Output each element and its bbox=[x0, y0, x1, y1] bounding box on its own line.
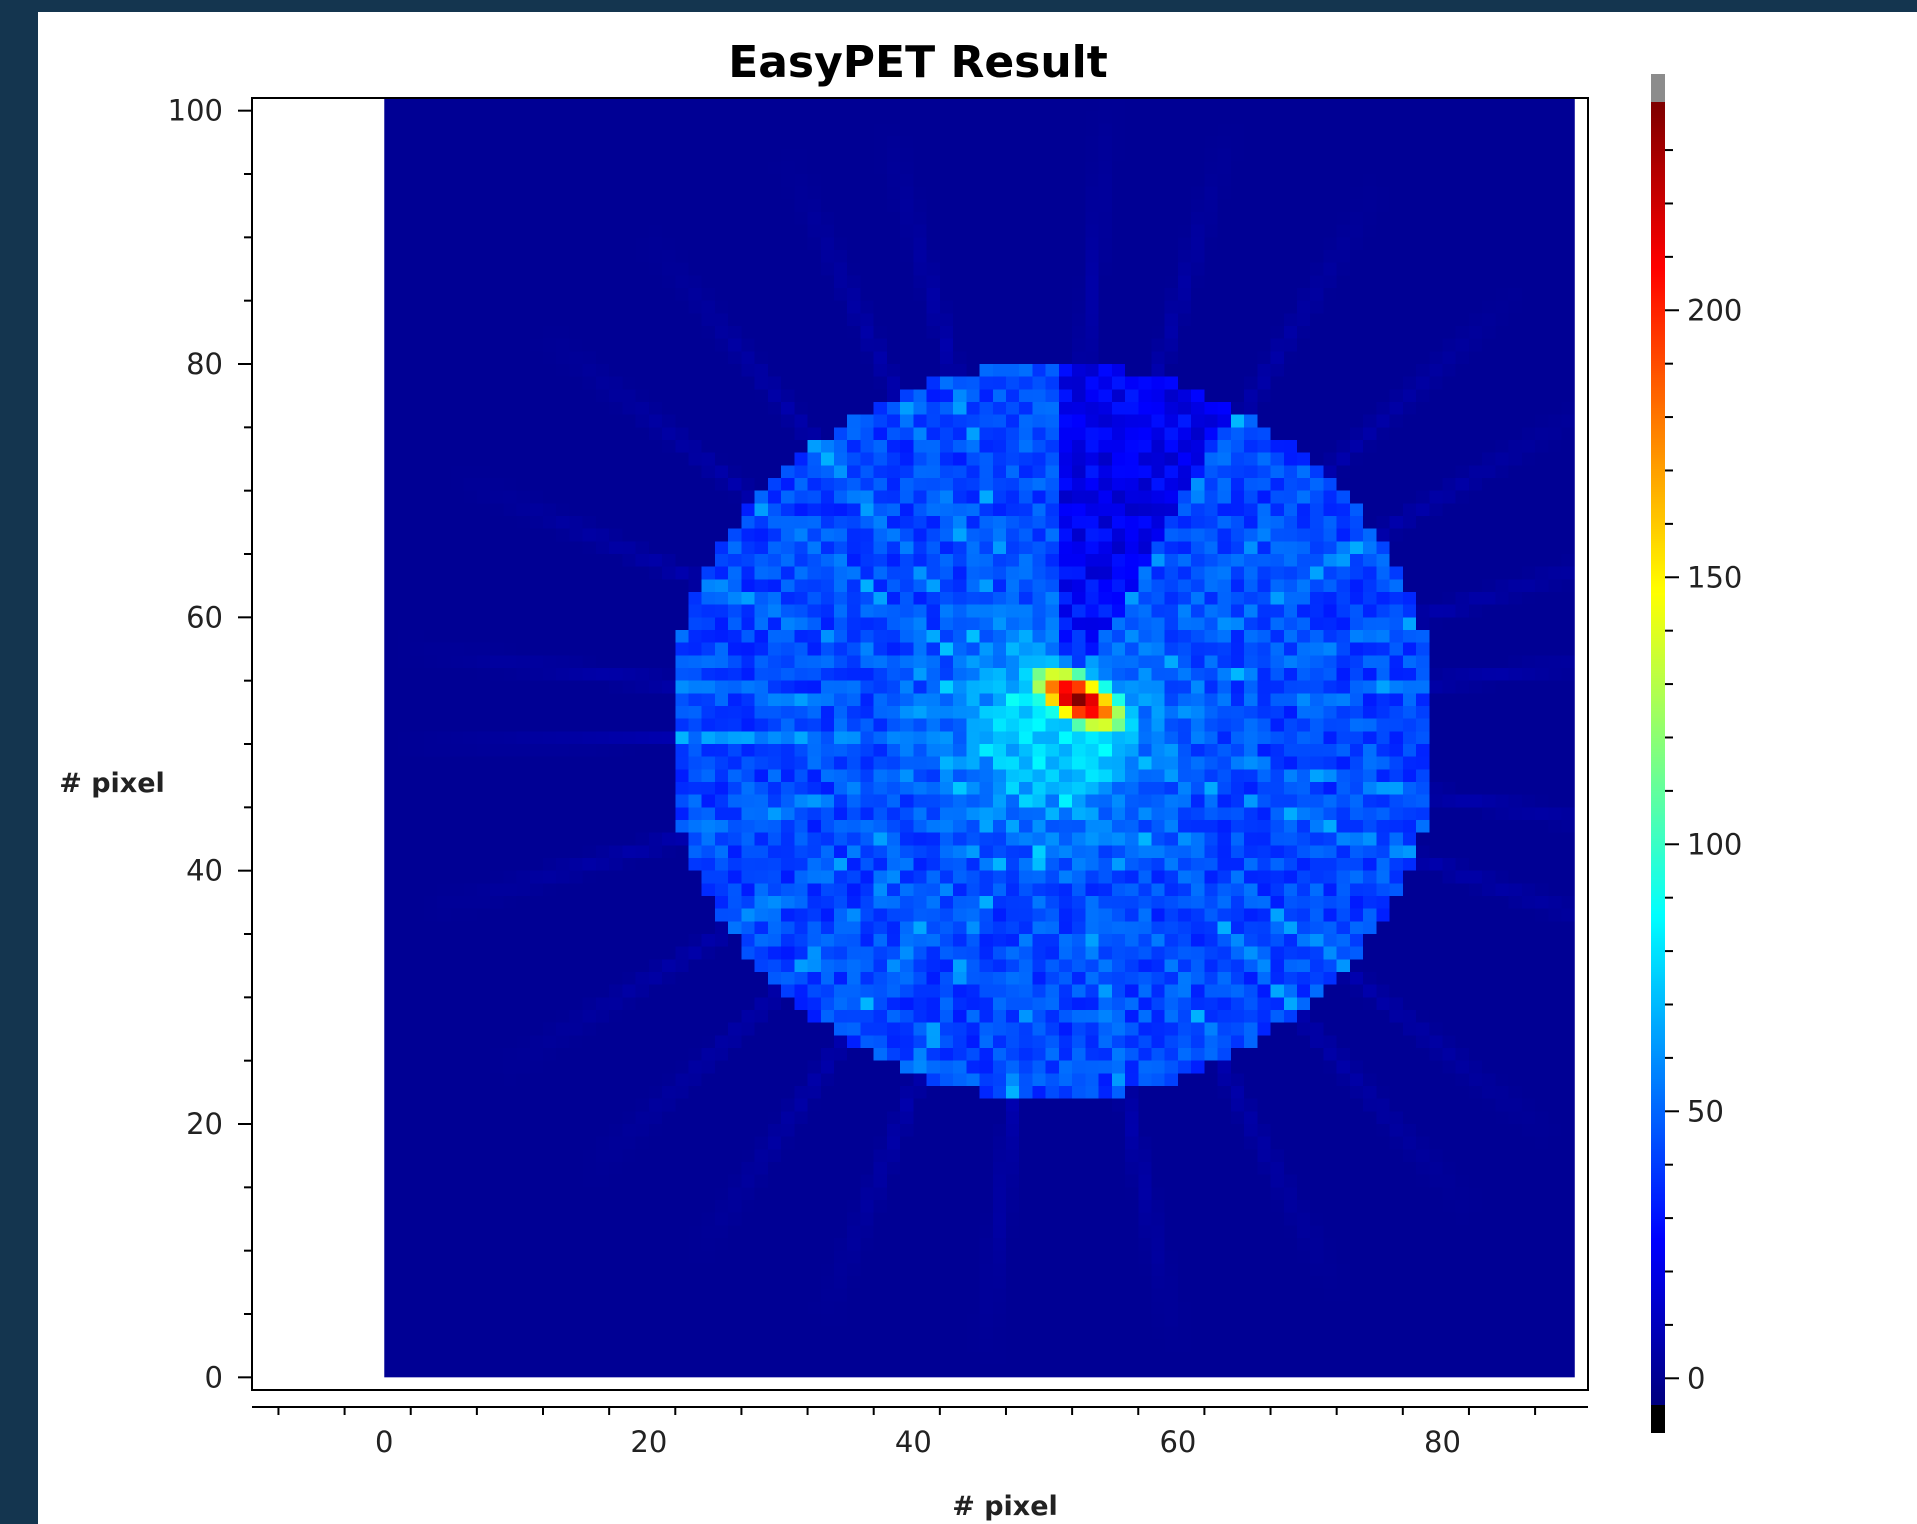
x-tick-label: 80 bbox=[1424, 1425, 1461, 1459]
x-tick-label: 60 bbox=[1159, 1425, 1196, 1459]
colorbar-tick-label: 150 bbox=[1687, 560, 1742, 594]
chart-panel: EasyPET Result 0 20 40 60 80 0 20 40 60 80 100 # … bbox=[38, 12, 1917, 1524]
x-tick-label: 40 bbox=[895, 1425, 932, 1459]
x-tick-label: 0 bbox=[375, 1425, 393, 1459]
colorbar: 0 50 100 150 200 bbox=[1651, 74, 1742, 1433]
colorbar-tick-label: 0 bbox=[1687, 1361, 1705, 1395]
colorbar-over-swatch bbox=[1651, 74, 1665, 102]
y-axis: 0 20 40 60 80 100 bbox=[168, 94, 252, 1394]
colorbar-tick-label: 100 bbox=[1687, 827, 1742, 861]
y-tick-label: 0 bbox=[205, 1360, 223, 1394]
y-tick-label: 100 bbox=[168, 94, 223, 128]
chart-title: EasyPET Result bbox=[728, 37, 1108, 88]
colorbar-tick-label: 200 bbox=[1687, 293, 1742, 327]
heatmap-image bbox=[384, 98, 1575, 1378]
y-axis-label: # pixel bbox=[59, 768, 165, 799]
plot-area bbox=[251, 97, 1589, 1391]
chart-svg: EasyPET Result 0 20 40 60 80 0 20 40 60 80 100 # … bbox=[59, 37, 1742, 1522]
y-tick-label: 20 bbox=[186, 1107, 223, 1141]
colorbar-under-swatch bbox=[1651, 1405, 1665, 1433]
x-tick-label: 20 bbox=[630, 1425, 667, 1459]
colorbar-gradient bbox=[1651, 102, 1665, 1405]
x-axis: 0 20 40 60 80 bbox=[252, 1406, 1588, 1459]
y-tick-label: 80 bbox=[186, 347, 223, 381]
y-tick-label: 60 bbox=[186, 600, 223, 634]
colorbar-tick-label: 50 bbox=[1687, 1094, 1724, 1128]
colorbar-axis: 0 50 100 150 200 bbox=[1665, 149, 1742, 1395]
x-axis-label: # pixel bbox=[952, 1491, 1058, 1522]
y-tick-label: 40 bbox=[186, 854, 223, 888]
